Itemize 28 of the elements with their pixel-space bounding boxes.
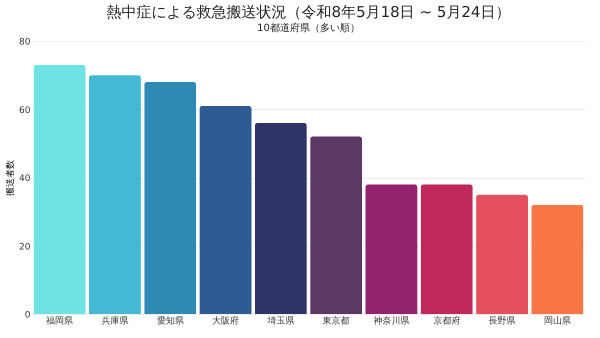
bar xyxy=(34,64,86,314)
x-tick-label: 福岡県 xyxy=(46,316,74,326)
x-tick-label: 東京都 xyxy=(322,316,350,326)
x-tick-label: 兵庫県 xyxy=(101,316,128,326)
bar xyxy=(200,106,252,314)
chart-title: 熱中症による救急搬送状況（令和8年5月18日 ~ 5月24日） xyxy=(106,3,510,21)
x-tick-label: 岡山県 xyxy=(544,316,571,326)
y-tick-label: 20 xyxy=(19,242,31,252)
bar xyxy=(144,82,196,314)
y-tick-label: 80 xyxy=(19,38,31,48)
bar xyxy=(420,184,473,314)
y-tick-label: 60 xyxy=(19,106,31,116)
x-tick-label: 長野県 xyxy=(488,316,516,326)
x-tick-label: 大阪府 xyxy=(212,316,240,326)
x-tick-label: 京都府 xyxy=(433,316,460,326)
bar xyxy=(254,122,307,314)
y-tick-label: 0 xyxy=(24,310,31,320)
y-axis-title: 搬送者数 xyxy=(5,160,16,196)
x-tick-label: 愛知県 xyxy=(156,316,184,326)
bar xyxy=(476,194,528,314)
x-tick-label: 神奈川県 xyxy=(373,316,410,326)
chart-subtitle: 10都道府県（多い順） xyxy=(257,22,360,34)
bar xyxy=(365,184,418,314)
y-tick-label: 40 xyxy=(19,174,31,184)
x-tick-label: 埼玉県 xyxy=(266,316,294,326)
bar xyxy=(310,136,362,314)
bar xyxy=(88,75,141,314)
bar xyxy=(531,204,584,314)
